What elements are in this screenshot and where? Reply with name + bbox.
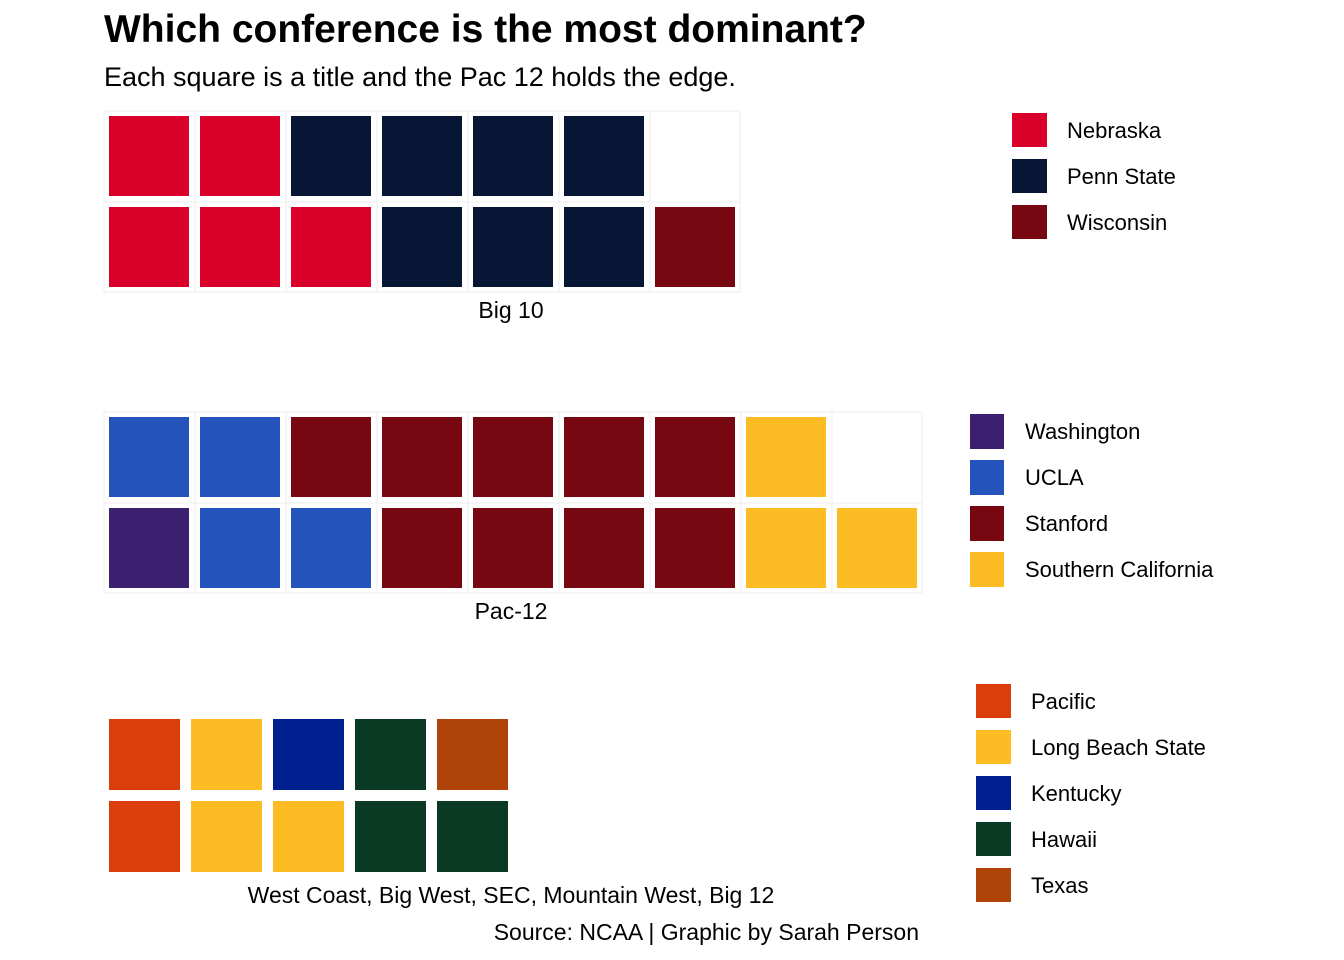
legend-label: Wisconsin <box>1067 210 1167 235</box>
waffle-square <box>355 719 426 790</box>
waffle-square <box>473 207 553 287</box>
waffle-square <box>291 508 371 588</box>
waffle-square <box>191 801 262 872</box>
legend-swatch <box>976 822 1011 856</box>
waffle-square <box>473 417 553 497</box>
waffle-panel: West Coast, Big West, SEC, Mountain West… <box>109 684 1206 908</box>
legend-swatch <box>976 776 1011 810</box>
waffle-square <box>437 719 508 790</box>
legend-swatch <box>976 730 1011 764</box>
legend-swatch <box>970 506 1004 541</box>
panel-label: West Coast, Big West, SEC, Mountain West… <box>248 882 775 908</box>
legend-label: Southern California <box>1025 557 1214 582</box>
legend-label: Washington <box>1025 419 1140 444</box>
panel-label: Big 10 <box>478 297 543 323</box>
waffle-square <box>437 801 508 872</box>
waffle-square <box>382 207 462 287</box>
waffle-square <box>564 116 644 196</box>
waffle-square <box>291 417 371 497</box>
waffle-square <box>564 207 644 287</box>
legend-swatch <box>970 460 1004 495</box>
waffle-square <box>746 508 826 588</box>
waffle-square <box>109 417 189 497</box>
waffle-panel: Big 10 Nebraska Penn State Wisconsin <box>103 110 1176 323</box>
waffle-square <box>273 719 344 790</box>
legend-swatch <box>970 414 1004 449</box>
legend-swatch <box>970 552 1004 587</box>
waffle-square <box>382 417 462 497</box>
waffle-square <box>564 417 644 497</box>
waffle-square <box>655 508 735 588</box>
source-caption: Source: NCAA | Graphic by Sarah Person <box>493 919 919 945</box>
waffle-square <box>200 417 280 497</box>
waffle-square <box>109 719 180 790</box>
legend-swatch <box>976 684 1011 718</box>
legend-swatch <box>976 868 1011 902</box>
waffle-panel: Pac-12 Washington UCLA Stanford Southern Cal… <box>103 411 1214 624</box>
waffle-square <box>291 116 371 196</box>
waffle-square <box>382 116 462 196</box>
waffle-square <box>837 508 917 588</box>
legend-label: Hawaii <box>1031 827 1097 852</box>
waffle-square <box>473 508 553 588</box>
legend-swatch <box>1012 159 1047 193</box>
waffle-square <box>291 207 371 287</box>
waffle-square <box>564 508 644 588</box>
waffle-square <box>109 116 189 196</box>
waffle-square <box>273 801 344 872</box>
panel-label: Pac-12 <box>475 598 548 624</box>
legend-swatch <box>1012 205 1047 239</box>
waffle-square <box>200 116 280 196</box>
legend-label: Kentucky <box>1031 781 1122 806</box>
waffle-square <box>109 207 189 287</box>
legend-label: Pacific <box>1031 689 1096 714</box>
waffle-square <box>382 508 462 588</box>
legend-label: Long Beach State <box>1031 735 1206 760</box>
waffle-square <box>355 801 426 872</box>
waffle-square <box>191 719 262 790</box>
legend-label: Texas <box>1031 873 1088 898</box>
waffle-square <box>200 207 280 287</box>
chart-title: Which conference is the most dominant? <box>104 8 867 51</box>
waffle-square <box>655 207 735 287</box>
legend-label: Penn State <box>1067 164 1176 189</box>
legend-label: UCLA <box>1025 465 1084 490</box>
waffle-square <box>200 508 280 588</box>
waffle-square <box>473 116 553 196</box>
legend-label: Stanford <box>1025 511 1108 536</box>
chart-subtitle: Each square is a title and the Pac 12 ho… <box>104 62 736 92</box>
legend-label: Nebraska <box>1067 118 1162 143</box>
waffle-square <box>109 508 189 588</box>
waffle-square <box>109 801 180 872</box>
legend-swatch <box>1012 113 1047 147</box>
waffle-square <box>655 417 735 497</box>
waffle-square <box>746 417 826 497</box>
